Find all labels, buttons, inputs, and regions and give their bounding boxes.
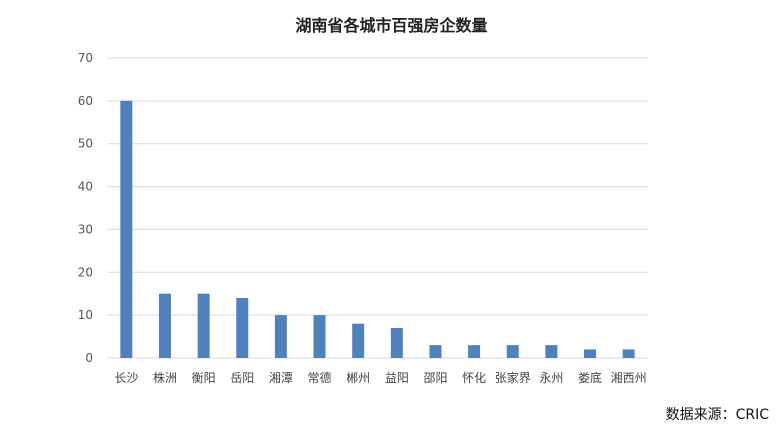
x-category-label: 益阳: [385, 371, 409, 385]
x-category-label: 娄底: [578, 370, 602, 385]
bar: [429, 345, 442, 358]
chart-title: 湖南省各城市百强房企数量: [295, 16, 488, 35]
bar: [622, 349, 635, 358]
y-tick-label: 10: [78, 308, 93, 322]
x-category-label: 永州: [539, 371, 563, 385]
y-tick-label: 30: [78, 222, 93, 236]
source-note: 数据来源：CRIC: [665, 407, 769, 423]
gridlines: [107, 57, 648, 359]
x-category-label: 怀化: [462, 371, 486, 385]
x-category-label: 岳阳: [230, 371, 254, 385]
y-tick-label: 70: [78, 51, 93, 65]
bar: [584, 349, 597, 358]
y-tick-label: 60: [78, 94, 93, 108]
x-category-label: 常德: [308, 370, 332, 385]
x-category-label: 张家界: [495, 370, 531, 385]
bar: [390, 328, 403, 358]
y-tick-label: 40: [78, 180, 93, 194]
y-tick-label: 0: [85, 351, 93, 365]
y-tick-label: 20: [78, 265, 93, 279]
bar: [120, 100, 133, 358]
bar: [158, 293, 171, 358]
bar: [352, 323, 365, 358]
x-category-label: 邵阳: [423, 371, 447, 385]
y-axis-ticks: 0 10 20 30 40 50 60 70: [78, 51, 93, 365]
bar: [545, 345, 558, 358]
bar: [506, 345, 519, 358]
bar: [274, 315, 287, 358]
x-category-label: 郴州: [346, 371, 370, 385]
x-category-label: 株洲: [153, 370, 177, 385]
bar: [197, 293, 210, 358]
y-tick-label: 50: [78, 137, 93, 151]
bar: [313, 315, 326, 358]
bars: [120, 100, 635, 358]
bar: [468, 345, 481, 358]
bar: [236, 298, 249, 358]
x-axis-labels: 长沙 株洲 衡阳 岳阳 湘潭 常德 郴州 益阳 邵阳 怀化 张家界 永州 娄底 湘西州: [114, 370, 646, 385]
x-category-label: 湘西州: [611, 370, 647, 385]
x-category-label: 衡阳: [192, 371, 216, 385]
x-category-label: 长沙: [114, 371, 138, 385]
x-category-label: 湘潭: [269, 370, 293, 385]
